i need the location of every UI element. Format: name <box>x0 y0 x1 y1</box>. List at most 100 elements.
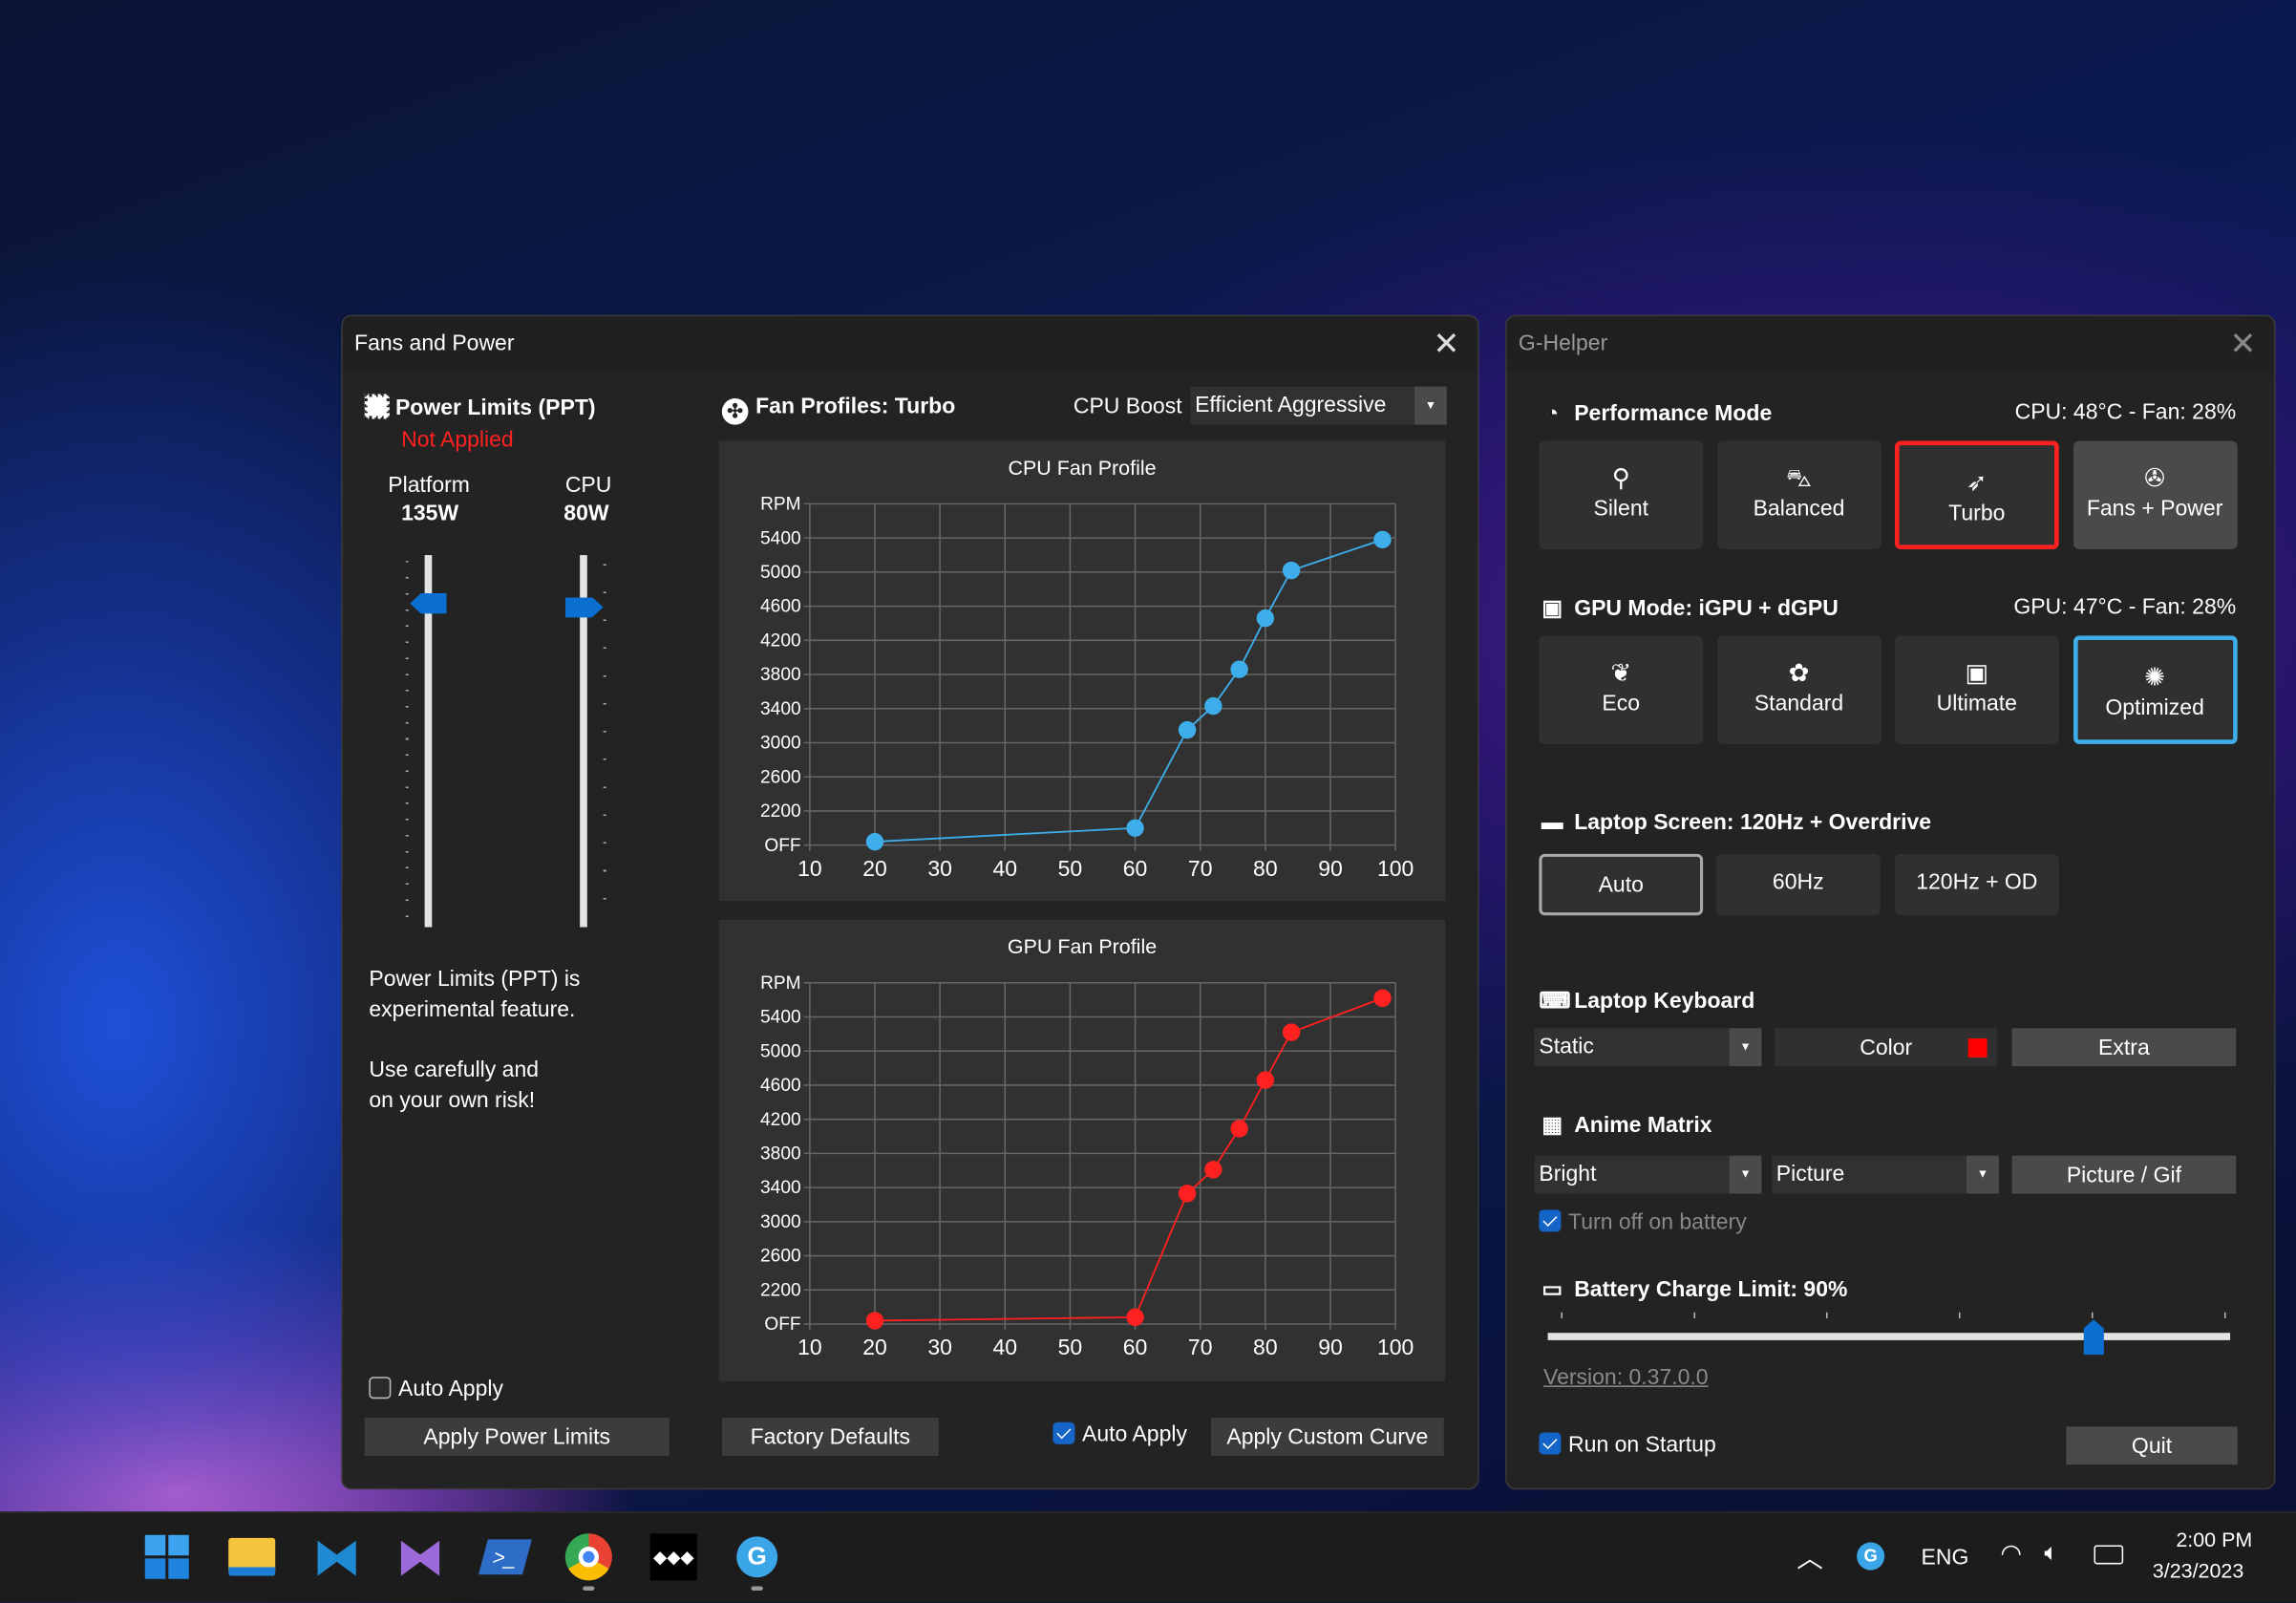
keyboard-extra-button[interactable]: Extra <box>2011 1028 2237 1067</box>
checkbox-icon[interactable] <box>369 1377 392 1400</box>
mode-optimized[interactable]: ✺ Optimized <box>2073 635 2237 744</box>
fan-curve-point[interactable] <box>1178 1185 1197 1203</box>
checkbox-icon[interactable] <box>1539 1432 1562 1455</box>
clock-date[interactable]: 3/23/2023 <box>2152 1558 2244 1582</box>
wifi-icon[interactable]: ◠ <box>2000 1539 2023 1568</box>
fan-curve-point[interactable] <box>1126 819 1144 837</box>
fan-profiles-heading: ✣ Fan Profiles: Turbo <box>721 394 955 425</box>
cpu-fan-chart: CPU Fan Profile 10 20 30 40 50 60 70 80 90 100 OFF… <box>718 440 1446 901</box>
x-tick-label: 30 <box>927 1335 952 1359</box>
language-indicator[interactable]: ENG <box>1921 1545 1969 1571</box>
y-tick-label: 3000 <box>760 734 801 754</box>
slider-thumb[interactable] <box>2083 1319 2104 1356</box>
fans-auto-apply-checkbox[interactable]: Auto Apply <box>1052 1421 1187 1447</box>
apply-custom-curve-button[interactable]: Apply Custom Curve <box>1210 1418 1444 1457</box>
run-on-startup-checkbox[interactable]: Run on Startup <box>1539 1432 1716 1458</box>
cpu-boost-select[interactable]: Efficient Aggressive ▼ <box>1190 386 1447 425</box>
gpu-fan-chart: GPU Fan Profile 10 20 30 40 50 60 70 80 90 100 OFF… <box>718 919 1446 1381</box>
fan-curve-point[interactable] <box>1373 989 1392 1008</box>
bicycle-icon: ⚲ <box>1611 464 1630 493</box>
x-tick-label: 70 <box>1188 1335 1213 1359</box>
fan-curve-point[interactable] <box>1256 1071 1275 1089</box>
picture-gif-button[interactable]: Picture / Gif <box>2011 1155 2237 1194</box>
chevron-down-icon[interactable]: ▼ <box>1729 1155 1762 1194</box>
chevron-down-icon[interactable]: ▼ <box>1729 1028 1762 1067</box>
factory-defaults-button[interactable]: Factory Defaults <box>721 1418 939 1457</box>
battery-icon[interactable] <box>2094 1545 2124 1565</box>
g-helper-icon[interactable]: G <box>733 1532 782 1582</box>
file-explorer-icon[interactable] <box>227 1532 277 1582</box>
apply-power-limits-button[interactable]: Apply Power Limits <box>364 1418 670 1457</box>
keyboard-color-button[interactable]: Color <box>1775 1028 1998 1067</box>
mode-standard[interactable]: ✿ Standard <box>1716 635 1881 744</box>
fan-curve-point[interactable] <box>1126 1308 1144 1327</box>
screen-60hz-button[interactable]: 60Hz <box>1715 853 1881 916</box>
title-bar[interactable]: Fans and Power ✕ <box>342 316 1478 373</box>
checkbox-icon[interactable] <box>1052 1421 1075 1444</box>
slider-thumb[interactable] <box>564 596 604 618</box>
y-tick-label: 2200 <box>760 802 801 822</box>
keyboard-mode-select[interactable]: Static ▼ <box>1534 1028 1762 1067</box>
fan-curve-point[interactable] <box>1178 720 1197 739</box>
chrome-icon[interactable] <box>563 1532 613 1582</box>
chart-title: CPU Fan Profile <box>1008 455 1157 480</box>
cpu-fan-curve-plot[interactable]: 10 20 30 40 50 60 70 80 90 100 OFF 2200 2600 3000 3400… <box>719 440 1445 900</box>
fan-curve-point[interactable] <box>1230 1120 1248 1138</box>
cpu-boost-label: CPU Boost <box>1073 394 1182 419</box>
version-link[interactable]: Version: 0.37.0.0 <box>1542 1364 1709 1391</box>
powershell-icon[interactable]: >_ <box>478 1532 532 1582</box>
title-bar[interactable]: G-Helper ✕ <box>1506 316 2275 373</box>
close-icon[interactable]: ✕ <box>1433 325 1460 362</box>
fan-curve-point[interactable] <box>865 832 884 851</box>
battery-limit-slider[interactable] <box>1545 1312 2231 1357</box>
fan-curve-point[interactable] <box>1282 1023 1301 1041</box>
mode-eco[interactable]: ❦ Eco <box>1539 635 1704 744</box>
screen-120hz-od-button[interactable]: 120Hz + OD <box>1894 853 2059 916</box>
laptop-keyboard-heading: ⌨ Laptop Keyboard <box>1539 988 1755 1014</box>
fan-curve-point[interactable] <box>1204 696 1222 716</box>
tidal-icon[interactable]: ◆◆◆ <box>648 1532 698 1582</box>
matrix-brightness-select[interactable]: Bright ▼ <box>1534 1155 1762 1194</box>
quit-button[interactable]: Quit <box>2066 1426 2238 1465</box>
cpu-label: CPU <box>564 473 612 499</box>
fan-curve-point[interactable] <box>1373 530 1392 549</box>
gpu-mode-heading: ▣ GPU Mode: iGPU + dGPU <box>1539 594 1839 621</box>
turn-off-on-battery-checkbox[interactable]: Turn off on battery <box>1539 1209 1747 1234</box>
fan-curve-point[interactable] <box>1256 609 1275 628</box>
matrix-mode-select[interactable]: Picture ▼ <box>1772 1155 1999 1194</box>
slider-track <box>424 555 433 928</box>
checkbox-icon[interactable] <box>1539 1209 1562 1232</box>
windows-start-icon[interactable] <box>142 1532 192 1582</box>
chevron-down-icon[interactable]: ▼ <box>1966 1155 1999 1194</box>
lightbulb-gear-icon: ✺ <box>2144 663 2166 692</box>
cpu-slider[interactable] <box>563 555 614 928</box>
g-helper-tray-icon[interactable]: G <box>1857 1542 1885 1571</box>
slider-ticks <box>405 561 409 922</box>
mode-balanced[interactable]: ⛍ Balanced <box>1716 440 1881 549</box>
fan-curve-point[interactable] <box>1204 1161 1222 1179</box>
platform-slider[interactable] <box>401 555 447 928</box>
close-icon[interactable]: ✕ <box>2229 325 2257 362</box>
visual-studio-icon[interactable]: ⧓ <box>396 1530 444 1584</box>
fan-curve-point[interactable] <box>1230 660 1248 678</box>
screen-auto-button[interactable]: Auto <box>1539 853 1704 916</box>
clock-time[interactable]: 2:00 PM <box>2176 1528 2253 1551</box>
mode-fans-power[interactable]: ✇ Fans + Power <box>2073 440 2237 549</box>
slider-thumb[interactable] <box>410 592 447 614</box>
volume-icon[interactable]: 🔈︎ <box>2044 1540 2059 1566</box>
y-tick-label: RPM <box>760 495 801 515</box>
power-auto-apply-checkbox[interactable]: Auto Apply <box>369 1377 503 1401</box>
fan-curve-point[interactable] <box>865 1312 884 1330</box>
mode-ultimate[interactable]: ▣ Ultimate <box>1894 635 2059 744</box>
color-swatch <box>1967 1038 1988 1058</box>
taskbar <box>0 1511 2296 1603</box>
vscode-icon[interactable]: ⧓ <box>313 1530 361 1584</box>
fan-curve-point[interactable] <box>1282 561 1301 580</box>
y-tick-label: 3400 <box>760 699 801 719</box>
mode-turbo[interactable]: ➶ Turbo <box>1894 440 2059 549</box>
mode-silent[interactable]: ⚲ Silent <box>1539 440 1704 549</box>
chevron-down-icon[interactable]: ▼ <box>1414 386 1447 425</box>
chevron-up-icon[interactable]: ︿ <box>1796 1543 1823 1573</box>
gpu-fan-curve-plot[interactable]: 10 20 30 40 50 60 70 80 90 100 OFF 2200 2600 3000 3400… <box>719 920 1445 1381</box>
